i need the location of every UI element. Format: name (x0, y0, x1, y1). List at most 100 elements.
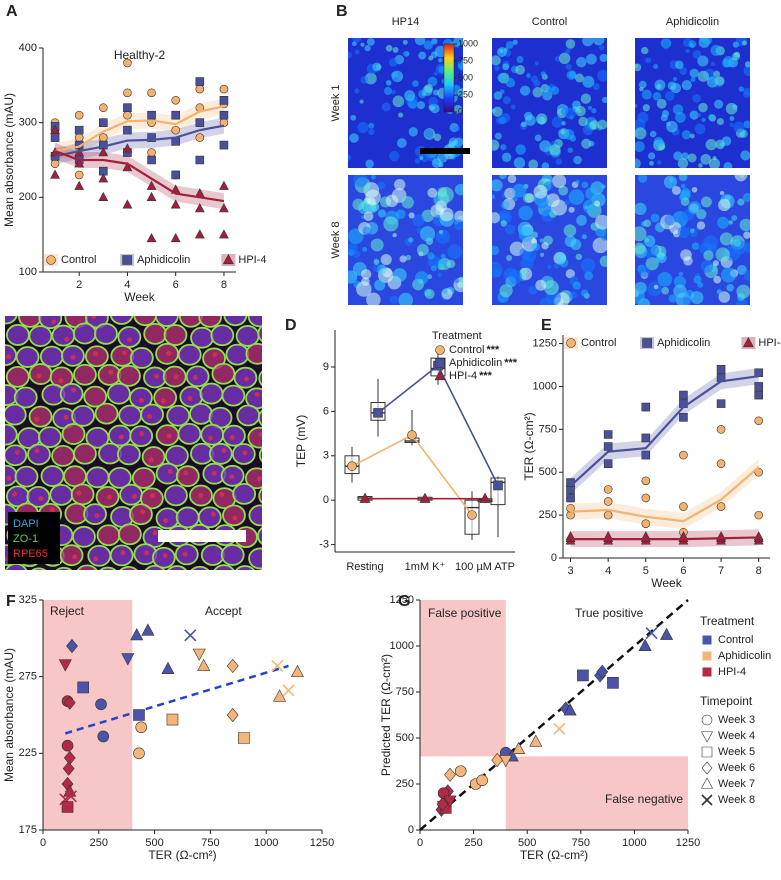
cell (15, 346, 40, 368)
heatmap-blob (649, 130, 657, 138)
confidence-band (570, 368, 759, 494)
scale-bar (420, 148, 470, 154)
cell (110, 344, 135, 367)
x-axis-label: Week (124, 290, 155, 304)
pigment (167, 468, 173, 474)
heatmap-blob (414, 158, 421, 164)
heatmap-blob (565, 269, 575, 279)
cell (28, 363, 53, 385)
mean-marker (493, 480, 503, 491)
heatmap-blob (502, 63, 510, 71)
heatmap-blob (570, 239, 582, 251)
heatmap-blob (716, 289, 722, 295)
cell (87, 544, 112, 567)
data-point (195, 133, 205, 142)
heatmap-image (492, 175, 607, 305)
heatmap-blob (518, 226, 534, 242)
heatmap-blob (457, 60, 463, 70)
data-point (476, 774, 488, 787)
y-tick-label: 300 (19, 117, 37, 129)
heatmap-blob (595, 214, 607, 230)
cell (175, 506, 200, 529)
heatmap-image (492, 38, 607, 168)
heatmap-blob (438, 229, 444, 235)
data-point (77, 681, 89, 694)
cell (141, 446, 166, 468)
pigment (64, 336, 70, 342)
data-point (716, 425, 726, 434)
heatmap-blob (575, 253, 583, 261)
heatmap-blob (647, 281, 662, 297)
cell (109, 544, 134, 567)
pigment (258, 431, 262, 437)
heatmap-blob (563, 224, 577, 237)
heatmap-blob (500, 200, 510, 210)
legend-label: Control (718, 634, 753, 646)
heatmap-blob (396, 138, 407, 148)
data-point (641, 476, 651, 486)
pigment (198, 492, 204, 498)
heatmap-blob (391, 89, 396, 95)
heatmap-blob (737, 198, 745, 206)
heatmap-blob (492, 55, 501, 66)
data-point (273, 689, 287, 702)
cell (38, 316, 63, 330)
heatmap-blob (743, 120, 750, 129)
heatmap-blob (552, 175, 567, 189)
data-point (97, 730, 110, 743)
data-point (133, 747, 145, 760)
legend-marker (435, 345, 445, 355)
data-point (499, 755, 513, 768)
data-point (219, 229, 229, 239)
column-label: Control (532, 16, 567, 28)
heatmap-blob (547, 264, 552, 270)
legend-label: Aphidicolin (657, 337, 710, 349)
heatmap-blob (453, 219, 463, 230)
heatmap-blob (708, 158, 721, 168)
panel-letter: F (6, 593, 16, 610)
heatmap-blob (541, 162, 550, 168)
heatmap-blob (497, 210, 512, 224)
heatmap-blob (675, 112, 686, 123)
heatmap-blob (715, 247, 730, 262)
heatmap-blob (564, 199, 571, 206)
heatmap-blob (637, 111, 649, 123)
heatmap-blob (540, 71, 546, 77)
heatmap-blob (581, 138, 592, 149)
y-tick-label: 750 (539, 423, 557, 435)
cell (13, 386, 38, 409)
pigment (127, 337, 133, 343)
pigment (269, 414, 274, 419)
heatmap-blob (368, 205, 377, 214)
heatmap-blob (453, 104, 463, 114)
cell (83, 503, 107, 526)
heatmap-blob (377, 181, 386, 190)
significance: *** (479, 370, 493, 382)
heatmap-blob (703, 250, 714, 261)
heatmap-blob (710, 62, 715, 67)
y-tick-label: 750 (396, 686, 414, 698)
heatmap-blob (680, 183, 686, 189)
cell (245, 342, 262, 365)
heatmap-blob (697, 70, 709, 82)
heatmap-blob (495, 116, 504, 125)
data-point (147, 155, 156, 165)
heatmap-blob (692, 94, 701, 103)
heatmap-blob (660, 38, 672, 49)
heatmap-blob (578, 116, 588, 127)
cell (164, 444, 189, 467)
heatmap-blob (718, 291, 731, 303)
data-point (512, 741, 526, 755)
heatmap-blob (679, 66, 688, 75)
heatmap-blob (666, 120, 678, 133)
data-point (195, 103, 205, 113)
legend-marker (435, 358, 445, 368)
heatmap-blob (635, 63, 642, 72)
heatmap-blob (524, 114, 536, 126)
x-tick-label: 750 (572, 837, 590, 849)
cell (6, 324, 30, 346)
heatmap-image (635, 38, 750, 168)
cell (210, 324, 235, 347)
cell (119, 483, 144, 506)
heatmap-blob (681, 130, 691, 140)
